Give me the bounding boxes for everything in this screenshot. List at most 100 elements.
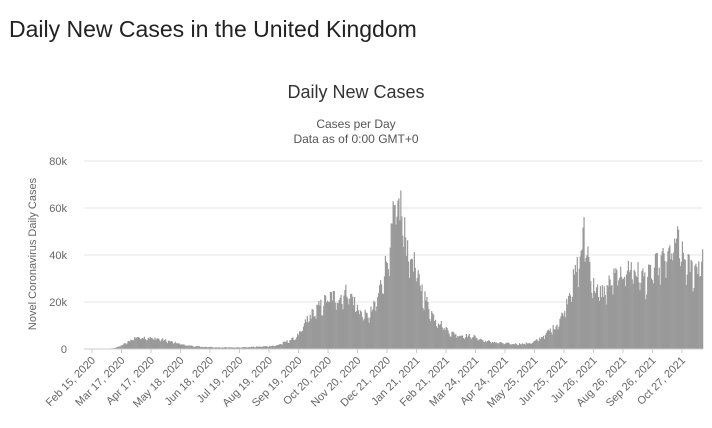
daily-bar: [420, 291, 422, 349]
daily-bar: [523, 343, 525, 349]
daily-bar: [446, 327, 448, 349]
daily-bar: [536, 338, 538, 349]
daily-bar: [560, 316, 562, 349]
daily-bar: [529, 343, 531, 349]
daily-bar: [413, 252, 415, 349]
daily-bar: [328, 301, 331, 349]
daily-bar: [428, 309, 430, 349]
daily-bar: [261, 347, 263, 349]
daily-bar: [288, 342, 290, 349]
daily-bar: [129, 341, 131, 349]
daily-bar: [520, 344, 522, 349]
daily-bar: [242, 347, 244, 349]
daily-bar: [212, 347, 214, 349]
daily-bar: [306, 315, 308, 349]
daily-bar: [669, 245, 671, 349]
daily-bar: [359, 310, 361, 349]
daily-bar: [183, 344, 185, 349]
daily-bar: [279, 344, 281, 349]
daily-bar: [488, 340, 491, 349]
daily-bar: [188, 345, 190, 349]
daily-bar: [133, 340, 135, 349]
daily-bar: [646, 294, 648, 349]
daily-bar: [612, 294, 614, 349]
daily-bar: [501, 343, 503, 349]
daily-bar: [149, 336, 151, 349]
daily-bar: [445, 326, 447, 349]
daily-bar: [647, 276, 649, 349]
daily-bar: [521, 343, 523, 349]
daily-bar: [664, 261, 666, 349]
daily-bar: [538, 341, 540, 349]
daily-bar: [320, 299, 322, 349]
daily-bar: [124, 342, 126, 349]
daily-bar: [259, 346, 261, 349]
daily-bar: [121, 345, 123, 349]
daily-bar: [190, 345, 192, 349]
daily-bar: [402, 235, 404, 349]
daily-bar: [528, 343, 530, 349]
daily-bar: [181, 344, 183, 349]
daily-bar: [391, 223, 393, 349]
daily-bar: [546, 330, 549, 349]
daily-bar: [244, 347, 246, 349]
daily-bar: [584, 261, 586, 349]
daily-bar: [607, 286, 609, 349]
daily-bar: [652, 283, 655, 349]
daily-bar: [676, 226, 679, 349]
daily-bar: [356, 304, 359, 349]
daily-bar: [487, 340, 490, 349]
daily-bar: [390, 223, 392, 349]
daily-bar: [638, 282, 640, 349]
daily-bar: [304, 319, 307, 349]
daily-bar: [486, 342, 488, 349]
daily-bar: [153, 339, 155, 349]
daily-bar: [611, 284, 613, 349]
daily-bar: [500, 342, 502, 349]
daily-bar: [326, 302, 328, 349]
daily-bar: [357, 310, 360, 349]
daily-bar: [349, 298, 351, 349]
daily-bar: [659, 284, 661, 349]
daily-bar: [681, 241, 683, 349]
daily-bar: [642, 268, 644, 349]
daily-bar: [333, 291, 335, 349]
daily-bar: [142, 338, 145, 349]
daily-bar: [597, 296, 600, 349]
daily-bar: [350, 294, 352, 349]
daily-bar: [368, 322, 370, 349]
daily-bar: [571, 296, 574, 349]
daily-bar: [557, 329, 559, 349]
daily-bar: [465, 333, 468, 349]
daily-bar: [582, 227, 584, 349]
daily-bar: [163, 340, 165, 349]
daily-bar: [512, 344, 514, 349]
daily-bar: [525, 342, 527, 349]
daily-bar: [626, 270, 629, 349]
daily-bar: [186, 345, 188, 349]
daily-bar: [347, 298, 349, 349]
daily-bar: [617, 285, 619, 349]
daily-bar: [166, 343, 169, 349]
daily-bar: [362, 320, 364, 349]
daily-bar: [513, 343, 515, 349]
daily-bar: [585, 257, 587, 349]
daily-bar: [258, 346, 260, 349]
daily-bar: [165, 341, 168, 349]
daily-bar: [487, 341, 489, 349]
daily-bar: [552, 324, 554, 349]
daily-bar: [422, 307, 424, 349]
daily-bar: [645, 299, 647, 349]
daily-bar: [332, 290, 334, 349]
daily-bar: [489, 342, 492, 349]
daily-bar: [367, 317, 369, 349]
bars: [85, 190, 704, 349]
daily-bar: [618, 280, 620, 349]
daily-bar: [385, 261, 387, 349]
daily-bar: [115, 347, 118, 349]
daily-bar: [639, 290, 641, 349]
daily-bar: [167, 340, 170, 349]
daily-bar: [622, 278, 625, 349]
daily-bar: [568, 295, 570, 349]
daily-bar: [218, 347, 220, 349]
